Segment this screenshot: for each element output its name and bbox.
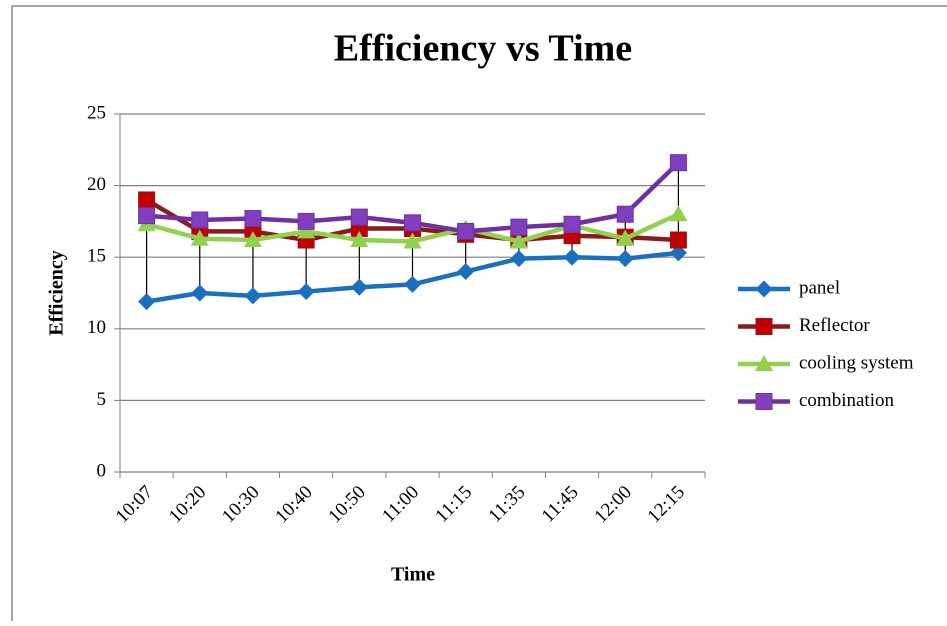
y-tick-label: 25: [87, 102, 106, 123]
marker: [510, 218, 528, 236]
y-axis-label: Efficiency: [46, 250, 68, 336]
marker: [350, 208, 368, 226]
marker: [510, 250, 528, 268]
marker: [297, 222, 316, 239]
marker: [191, 211, 209, 229]
legend-marker: [755, 355, 773, 371]
legend-marker: [755, 318, 773, 335]
marker: [190, 229, 209, 246]
marker: [509, 232, 528, 249]
marker: [404, 275, 421, 293]
legend-label: Reflector: [799, 315, 870, 336]
marker: [616, 229, 635, 246]
x-axis-label: Time: [391, 564, 435, 586]
marker: [244, 287, 262, 305]
marker: [669, 231, 687, 249]
marker: [350, 231, 369, 248]
marker: [138, 293, 156, 311]
marker: [138, 191, 156, 209]
y-tick-label: 10: [87, 317, 106, 338]
marker: [244, 210, 262, 228]
marker: [404, 214, 421, 232]
legend-marker: [755, 393, 773, 410]
y-tick-label: 15: [87, 246, 106, 267]
y-tick-label: 0: [97, 460, 107, 481]
y-tick-label: 20: [87, 174, 106, 195]
marker: [616, 205, 634, 223]
marker: [616, 250, 634, 268]
marker: [350, 278, 368, 296]
chart-border: [11, 5, 947, 626]
marker: [297, 212, 315, 230]
marker: [457, 222, 475, 240]
legend-label: panel: [799, 277, 840, 298]
marker: [191, 284, 209, 302]
marker: [403, 232, 422, 249]
legend-label: cooling system: [799, 352, 914, 373]
marker: [563, 215, 581, 233]
marker: [457, 263, 475, 281]
marker: [669, 244, 687, 262]
marker: [669, 154, 687, 172]
legend-marker: [755, 280, 773, 298]
legend-label: combination: [799, 390, 894, 411]
marker: [243, 231, 262, 248]
marker: [669, 205, 688, 222]
marker: [297, 283, 315, 301]
marker: [138, 207, 156, 225]
y-tick-label: 5: [97, 389, 107, 410]
chart-title: Efficiency vs Time: [334, 28, 632, 70]
